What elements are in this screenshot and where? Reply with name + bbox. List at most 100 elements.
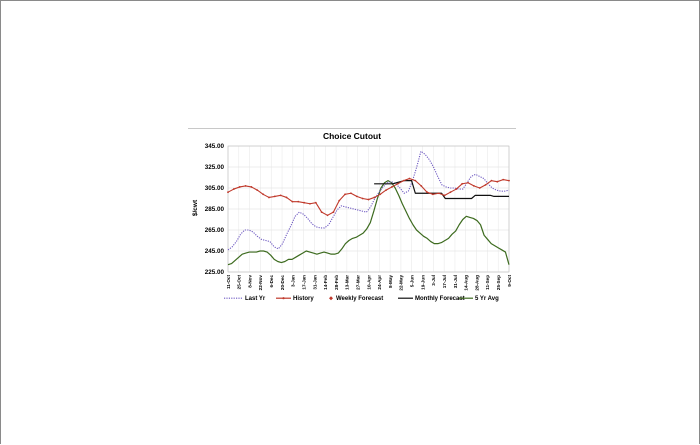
x-tick-label: 20-Dec (280, 275, 285, 291)
legend: Last Yr History Weekly Forecast Monthly For… (224, 296, 499, 302)
x-tick-label: 27-Mar (355, 275, 360, 290)
series-line-5-yr-avg (227, 180, 510, 266)
chart-title: Choice Cutout (323, 131, 381, 141)
legend-item: History (276, 296, 314, 302)
history-point (326, 214, 329, 217)
history-point (461, 182, 464, 185)
y-axis-label: $/cwt (192, 199, 199, 216)
history-point (402, 179, 405, 182)
x-tick-label: 31-Jul (453, 275, 458, 288)
x-tick-label: 14-Aug (464, 275, 469, 291)
history-point (320, 211, 323, 214)
x-tick-label: 14-Feb (323, 275, 328, 290)
history-point (443, 194, 446, 197)
history-point (449, 191, 452, 194)
history-point (256, 189, 259, 191)
y-tick-labels: 345.00 325.00 305.00 285.00 265.00 245.00 225.… (205, 143, 225, 276)
history-point (279, 194, 282, 197)
history-point (396, 182, 399, 185)
x-tick-label: 10-Apr (366, 275, 371, 290)
series-line-last-yr (227, 150, 510, 251)
x-tick-label: 3-Jan (291, 275, 296, 287)
legend-item: Last Yr (224, 296, 266, 302)
x-tick-label: 22-Nov (258, 275, 263, 291)
history-point (355, 195, 358, 198)
history-point (344, 193, 346, 196)
history-point (309, 202, 311, 205)
history-point (426, 191, 428, 194)
series-lines (227, 150, 510, 266)
gridlines (227, 145, 510, 273)
history-point (361, 197, 364, 200)
history-point (408, 177, 411, 180)
legend-label: Weekly Forecast (336, 296, 383, 302)
history-point (373, 196, 376, 199)
x-tick-label: 11-Sep (485, 275, 490, 290)
history-point (367, 198, 370, 201)
history-point (478, 187, 481, 189)
x-tick-label: 11-Oct (226, 275, 231, 290)
legend-label: History (293, 296, 314, 302)
history-point (268, 196, 270, 199)
history-point (273, 195, 276, 198)
history-point (244, 185, 247, 187)
history-point (291, 200, 294, 203)
x-tick-label: 28-Feb (334, 275, 339, 290)
x-tick-label: 22-May (399, 275, 404, 291)
history-point (379, 193, 382, 196)
legend-label: Monthly Forecast (415, 296, 465, 302)
y-tick-label: 325.00 (205, 164, 225, 171)
history-point (303, 201, 306, 204)
history-point (490, 179, 493, 182)
x-tick-label: 31-Jan (312, 275, 317, 290)
history-point (250, 186, 253, 188)
y-tick-label: 345.00 (205, 143, 225, 150)
history-point (508, 179, 510, 182)
y-tick-label: 265.00 (205, 227, 225, 234)
history-point (472, 185, 475, 187)
history-point (314, 201, 317, 204)
history-point (227, 191, 229, 194)
y-tick-label: 245.00 (205, 248, 225, 255)
x-tick-label: 25-Oct (237, 275, 242, 290)
y-tick-label: 285.00 (205, 206, 225, 213)
x-tick-label: 17-Jan (301, 275, 306, 290)
x-tick-label: 24-Apr (377, 275, 382, 290)
x-tick-label: 28-Aug (474, 275, 479, 291)
line-chart: Choice Cutout $/cwt 345.00 325.00 305.00 28… (188, 128, 516, 302)
history-point (431, 193, 434, 196)
y-tick-label: 305.00 (205, 185, 225, 192)
legend-item: Weekly Forecast (329, 296, 383, 302)
legend-item: Monthly Forecast (398, 296, 465, 302)
x-tick-label: 9-Oct (507, 275, 512, 287)
history-point (437, 192, 440, 195)
legend-label: 5 Yr Avg (475, 296, 499, 302)
history-point (297, 200, 300, 203)
history-point (232, 188, 235, 190)
history-point (484, 183, 487, 186)
history-point (467, 181, 469, 184)
x-tick-label: 25-Sep (496, 275, 501, 290)
x-tick-label: 8-May (388, 275, 393, 288)
x-tick-label: 19-Jun (420, 275, 425, 290)
chart-container: Choice Cutout $/cwt 345.00 325.00 305.00 28… (188, 128, 516, 308)
x-tick-label: 6-Dec (269, 275, 274, 288)
x-tick-labels: 11-Oct 25-Oct 8-Nov 22-Nov 6-Dec 20-Dec 3-Jan 1… (226, 275, 512, 291)
x-tick-label: 3-Jul (431, 275, 436, 286)
history-point (350, 192, 352, 195)
legend-swatch-marker (282, 297, 285, 300)
history-point (285, 196, 288, 199)
history-point (338, 199, 341, 202)
history-point (420, 185, 423, 187)
x-tick-label: 5-Jun (410, 275, 415, 287)
legend-label: Last Yr (245, 296, 266, 302)
history-point (414, 179, 417, 182)
history-point (496, 180, 499, 183)
history-point (385, 189, 387, 191)
history-point (391, 186, 393, 188)
legend-swatch (329, 296, 333, 301)
history-point (455, 188, 458, 190)
x-tick-label: 17-Jul (442, 275, 447, 288)
history-point (262, 193, 265, 196)
